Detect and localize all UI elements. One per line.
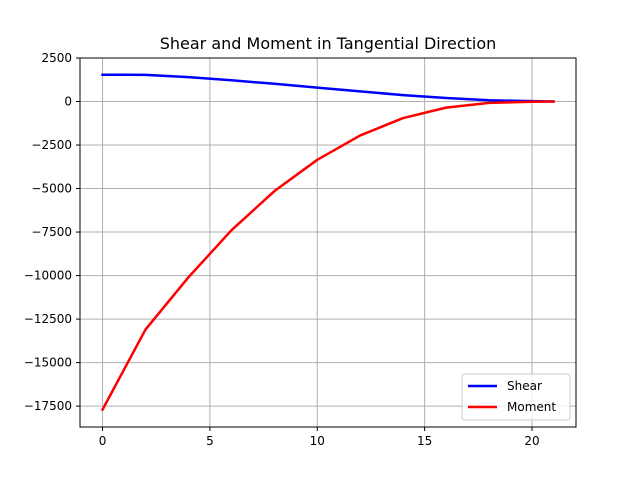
y-tick-label: −10000 xyxy=(24,269,72,283)
x-tick-label: 20 xyxy=(524,434,539,448)
y-tick-label: −2500 xyxy=(31,138,72,152)
y-tick-label: −12500 xyxy=(24,312,72,326)
y-tick-label: −7500 xyxy=(31,225,72,239)
series-layer xyxy=(100,73,555,412)
x-tick-label: 0 xyxy=(99,434,107,448)
moment-series-line xyxy=(100,100,555,412)
x-tick-label: 10 xyxy=(310,434,325,448)
grid xyxy=(80,57,576,427)
moment-legend-label: Moment xyxy=(507,400,556,414)
chart-title: Shear and Moment in Tangential Direction xyxy=(160,34,497,53)
x-tick-label: 5 xyxy=(206,434,214,448)
ticks: 0 5 10 15 20 2500 0 −2500 −5000 −7500 −10000 −12500… xyxy=(24,51,540,448)
shear-series-line xyxy=(101,73,555,103)
x-tick-label: 15 xyxy=(417,434,432,448)
legend: Shear Moment xyxy=(461,373,571,421)
shear-legend-label: Shear xyxy=(507,379,542,393)
plot-frame xyxy=(79,57,577,428)
y-tick-label: −5000 xyxy=(31,182,72,196)
y-tick-label: 0 xyxy=(64,95,72,109)
y-tick-label: −17500 xyxy=(24,399,72,413)
y-tick-label: −15000 xyxy=(24,356,72,370)
y-tick-label: 2500 xyxy=(41,51,72,65)
